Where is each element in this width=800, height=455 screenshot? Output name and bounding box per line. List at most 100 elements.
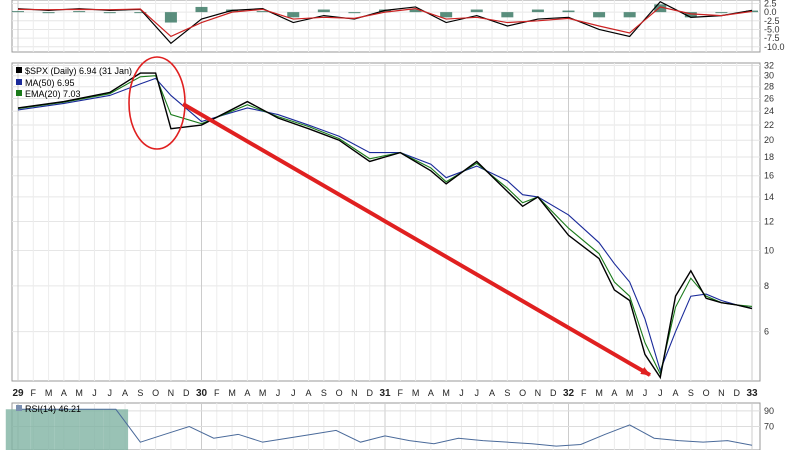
x-tick-label: J <box>291 388 296 398</box>
oscillator-histogram-bar <box>623 12 636 18</box>
price-tick-label: 32 <box>764 60 774 70</box>
rsi-tick-label: 70 <box>764 422 774 432</box>
oscillator-histogram-bar <box>348 12 361 14</box>
annotation-arrow <box>181 102 652 377</box>
x-tick-label: D <box>366 388 373 398</box>
rsi-overbought-fill <box>30 409 55 450</box>
oscillator-histogram-bar <box>256 11 269 13</box>
x-tick-label: J <box>276 388 281 398</box>
x-tick-label: A <box>428 388 434 398</box>
oscillator-histogram-bar <box>317 9 330 13</box>
oscillator-tick-label: -7.5 <box>764 33 780 43</box>
oscillator-histogram-bar <box>562 10 575 13</box>
x-tick-label: N <box>535 388 542 398</box>
x-tick-label: F <box>398 388 404 398</box>
x-tick-label: J <box>475 388 480 398</box>
price-tick-label: 26 <box>764 93 774 103</box>
x-tick-label: A <box>122 388 128 398</box>
x-tick-label: J <box>92 388 97 398</box>
oscillator-tick-label: 0.0 <box>764 7 777 17</box>
rsi-icon <box>16 405 22 411</box>
price-tick-label: 30 <box>764 71 774 81</box>
x-tick-label: S <box>321 388 327 398</box>
x-tick-label: M <box>228 388 236 398</box>
x-tick-label: A <box>306 388 312 398</box>
oscillator-histogram-bar <box>593 12 606 18</box>
price-tick-label: 12 <box>764 216 774 226</box>
x-tick-label: N <box>351 388 358 398</box>
price-tick-label: 16 <box>764 171 774 181</box>
oscillator-line-1 <box>17 6 753 38</box>
x-tick-label: S <box>137 388 143 398</box>
oscillator-histogram-bar <box>531 9 544 13</box>
x-tick-label: D <box>550 388 557 398</box>
rsi-overbought-fill <box>5 409 31 450</box>
x-tick-label: J <box>459 388 464 398</box>
x-tick-label: N <box>718 388 725 398</box>
oscillator-histogram-bar <box>409 9 422 13</box>
legend-swatch-ema20 <box>16 90 22 96</box>
rsi-overbought-fill <box>79 409 104 450</box>
legend-ma50: MA(50) 6.95 <box>25 78 75 88</box>
x-tick-label: M <box>259 388 267 398</box>
x-tick-label: J <box>658 388 663 398</box>
x-tick-label: M <box>75 388 83 398</box>
price-tick-label: 22 <box>764 120 774 130</box>
x-tick-label: M <box>626 388 634 398</box>
price-series-line-1 <box>17 77 753 373</box>
x-tick-label: O <box>519 388 526 398</box>
x-tick-label: 31 <box>379 388 391 399</box>
oscillator-histogram-bar <box>440 12 453 18</box>
oscillator-tick-label: -2.5 <box>764 16 780 26</box>
x-tick-label: O <box>336 388 343 398</box>
oscillator-histogram-bar <box>746 10 758 13</box>
oscillator-histogram-bar <box>164 12 177 23</box>
oscillator-histogram-bar <box>654 4 667 13</box>
price-tick-label: 14 <box>764 192 774 202</box>
oscillator-tick-label: -5.0 <box>764 24 780 34</box>
price-tick-label: 20 <box>764 135 774 145</box>
x-tick-label: 33 <box>746 388 758 399</box>
x-tick-label: A <box>611 388 617 398</box>
oscillator-tick-label: 2.5 <box>764 0 777 8</box>
x-tick-label: D <box>733 388 740 398</box>
legend-price: $SPX (Daily) 6.94 (31 Jan) <box>25 66 132 76</box>
price-tick-label: 10 <box>764 245 774 255</box>
oscillator-tick-label: -10.0 <box>764 42 785 52</box>
x-tick-label: F <box>214 388 220 398</box>
rsi-line <box>18 408 753 447</box>
x-tick-label: A <box>489 388 495 398</box>
legend-ema20: EMA(20) 7.03 <box>25 89 81 99</box>
x-tick-label: 29 <box>12 388 24 399</box>
x-tick-label: M <box>412 388 420 398</box>
x-tick-label: A <box>673 388 679 398</box>
x-tick-label: O <box>703 388 710 398</box>
x-tick-label: F <box>31 388 37 398</box>
price-tick-label: 6 <box>764 327 769 337</box>
rsi-legend-label: RSI(14) 46.21 <box>25 404 81 414</box>
x-tick-label: J <box>643 388 648 398</box>
price-legend: $SPX (Daily) 6.94 (31 Jan) MA(50) 6.95 E… <box>16 66 132 99</box>
rsi-overbought-fill <box>54 409 80 450</box>
oscillator-histogram-bar <box>195 6 208 13</box>
x-tick-label: M <box>45 388 53 398</box>
oscillator-histogram-bar <box>134 12 147 14</box>
oscillator-histogram-bar <box>287 12 300 18</box>
oscillator-histogram-bar <box>42 12 55 14</box>
x-tick-label: M <box>595 388 603 398</box>
x-tick-label: S <box>504 388 510 398</box>
price-tick-label: 28 <box>764 82 774 92</box>
x-tick-label: D <box>183 388 190 398</box>
price-tick-label: 24 <box>764 106 774 116</box>
x-tick-label: 30 <box>196 388 208 399</box>
rsi-legend: RSI(14) 46.21 <box>16 404 81 414</box>
rsi-tick-label: 90 <box>764 406 774 416</box>
legend-swatch-ma50 <box>16 79 22 85</box>
legend-swatch-price <box>16 67 22 73</box>
oscillator-histogram-bar <box>73 11 86 13</box>
x-tick-label: S <box>688 388 694 398</box>
oscillator-histogram-bar <box>501 12 514 18</box>
rsi-overbought-fill <box>103 409 129 450</box>
